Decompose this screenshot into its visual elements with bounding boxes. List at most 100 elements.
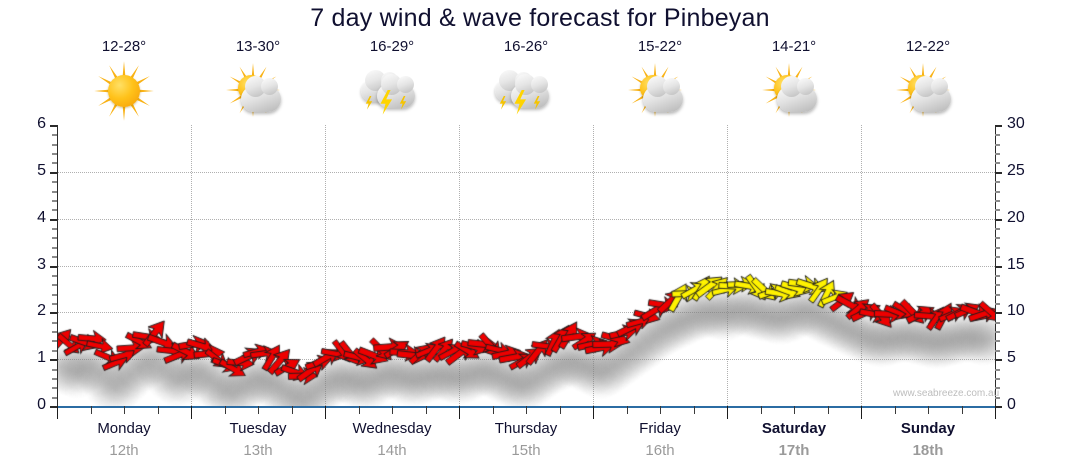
y-tick-left (52, 162, 57, 165)
temperature-range: 14-21° (771, 38, 817, 55)
day-header-sunday: 12-22° (860, 38, 996, 122)
day-date: 16th (645, 442, 675, 459)
y-axis-right-label: 15 (1007, 255, 1025, 273)
y-tick-left (52, 228, 57, 231)
x-tick (526, 406, 527, 414)
y-tick-left (52, 274, 57, 277)
x-tick (425, 406, 427, 414)
y-axis-left-label: 0 (37, 396, 46, 413)
x-tick (392, 406, 393, 414)
y-tick-right (995, 153, 1000, 156)
thunderstorm-icon (359, 60, 425, 122)
day-label-friday: Friday 16th (592, 420, 728, 459)
day-label-tuesday: Tuesday 13th (190, 420, 326, 459)
day-label-monday: Monday 12th (56, 420, 192, 459)
y-axis-right-label: 20 (1007, 208, 1025, 226)
y-tick-right (995, 302, 1000, 305)
day-header-monday: 12-28° (56, 38, 192, 122)
x-tick (626, 406, 628, 414)
x-tick (358, 406, 360, 414)
x-tick (995, 406, 996, 419)
x-tick (559, 406, 561, 414)
y-tick-right (995, 125, 1002, 127)
day-date: 18th (912, 442, 944, 459)
y-tick-left (50, 171, 57, 174)
y-tick-right (995, 396, 1000, 399)
x-tick (90, 406, 92, 414)
y-tick-right (995, 228, 1000, 231)
x-tick (258, 406, 259, 414)
y-tick-right (995, 246, 1000, 249)
day-name: Thursday (494, 420, 558, 437)
y-axis-left-line (57, 125, 58, 406)
y-tick-left (50, 265, 57, 268)
y-tick-right (995, 256, 1000, 259)
y-tick-right (995, 199, 1000, 202)
y-axis-left-label: 6 (37, 115, 46, 132)
x-tick (794, 406, 795, 414)
page-title: 7 day wind & wave forecast for Pinbeyan (310, 4, 770, 32)
x-tick (459, 406, 460, 419)
day-date: 15th (511, 442, 541, 459)
y-tick-right (995, 312, 1002, 315)
y-axis-right-label: 0 (1007, 396, 1016, 413)
y-axis-right-label: 25 (1007, 161, 1025, 179)
y-tick-left (50, 406, 57, 408)
partly-cloudy-icon (895, 60, 961, 122)
y-tick-left (52, 331, 57, 334)
y-tick-left (52, 181, 57, 184)
x-tick (57, 406, 58, 419)
sunny-icon (91, 60, 157, 122)
x-tick (727, 406, 728, 419)
y-tick-right (995, 237, 1000, 240)
y-tick-right (995, 406, 1002, 408)
x-tick (124, 406, 125, 414)
y-tick-right (995, 349, 1000, 352)
y-tick-right (995, 209, 1000, 212)
x-tick (861, 406, 862, 419)
x-tick (191, 406, 192, 419)
day-header-saturday: 14-21° (726, 38, 862, 122)
y-tick-right (995, 218, 1002, 221)
day-name: Saturday (761, 420, 827, 437)
y-tick-right (995, 331, 1000, 334)
y-tick-left (52, 209, 57, 212)
y-tick-right (995, 143, 1000, 146)
day-name: Tuesday (229, 420, 287, 437)
y-tick-right (995, 162, 1000, 165)
y-tick-left (52, 246, 57, 249)
y-axis-left-label: 5 (37, 161, 46, 179)
day-date: 14th (377, 442, 407, 459)
y-axis-right-label: 10 (1007, 302, 1025, 320)
x-tick (157, 406, 159, 414)
y-axis-left-label: 4 (37, 208, 46, 226)
y-axis-right-label: 30 (1007, 115, 1025, 132)
watermark: www.seabreeze.com.au (893, 388, 1000, 399)
thunderstorm-icon (493, 60, 559, 122)
day-date: 13th (243, 442, 273, 459)
x-tick (961, 406, 963, 414)
y-tick-right (995, 265, 1002, 268)
y-tick-right (995, 293, 1000, 296)
partly-cloudy-icon (761, 60, 827, 122)
y-tick-right (995, 377, 1000, 380)
y-tick-left (52, 377, 57, 380)
day-name: Friday (639, 420, 681, 437)
day-header-wednesday: 16-29° (324, 38, 460, 122)
day-name: Wednesday (352, 420, 432, 437)
y-axis-left-label: 3 (37, 255, 46, 273)
y-tick-right (995, 321, 1000, 324)
x-tick (593, 406, 594, 419)
y-tick-left (50, 218, 57, 221)
y-tick-left (52, 302, 57, 305)
y-tick-left (52, 237, 57, 240)
y-tick-right (995, 284, 1000, 287)
x-tick (291, 406, 293, 414)
day-header-thursday: 16-26° (458, 38, 594, 122)
wind-arrow-canvas (57, 125, 995, 406)
y-tick-left (52, 396, 57, 399)
x-tick (928, 406, 929, 414)
temperature-range: 16-29° (369, 38, 415, 55)
day-name: Monday (97, 420, 151, 437)
